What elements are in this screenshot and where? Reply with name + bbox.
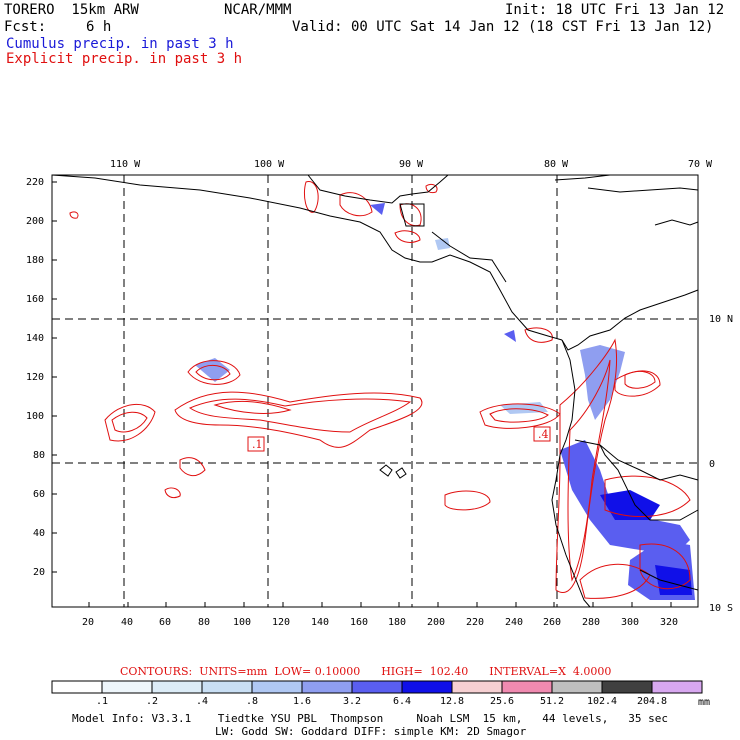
grid-x-60: 60 bbox=[159, 617, 171, 628]
explicit-precip-contours bbox=[69, 181, 691, 599]
lon-label-90w: 90 W bbox=[399, 159, 424, 170]
low-marker-1-label: .1 bbox=[252, 438, 263, 451]
lon-label-100w: 100 W bbox=[254, 159, 285, 170]
colorbar-label: 25.6 bbox=[490, 696, 514, 707]
valid-time: Valid: 00 UTC Sat 14 Jan 12 (18 CST Fri … bbox=[292, 19, 714, 35]
lon-label-70w: 70 W bbox=[688, 159, 713, 170]
low-marker-2-label: .4 bbox=[538, 428, 549, 441]
forecast-hour: 6 h bbox=[86, 19, 112, 35]
grid-y-200: 200 bbox=[26, 216, 44, 227]
forecast-label: Fcst: bbox=[4, 19, 47, 35]
cumulus-precip-legend: Cumulus precip. in past 3 h bbox=[6, 36, 234, 52]
colorbar-label: 204.8 bbox=[637, 696, 667, 707]
colorbar-label: 6.4 bbox=[393, 696, 411, 707]
colorbar-unit: mm bbox=[698, 697, 710, 708]
contours-info: CONTOURS: UNITS=mm LOW= 0.10000 HIGH= 10… bbox=[120, 665, 611, 678]
lat-label-10n: 10 N bbox=[709, 314, 733, 325]
low-marker-2: .4 bbox=[533, 426, 551, 442]
grid-x-40: 40 bbox=[121, 617, 133, 628]
grid-y-180: 180 bbox=[26, 255, 44, 266]
colorbar-swatch bbox=[201, 680, 253, 694]
grid-x-100: 100 bbox=[233, 617, 251, 628]
lon-label-110w: 110 W bbox=[110, 159, 141, 170]
coastlines bbox=[51, 174, 699, 608]
cumulus-precip-shading bbox=[195, 203, 695, 600]
colorbar-swatch bbox=[151, 680, 203, 694]
bottom-grid-labels: 20 40 60 80 100 120 140 160 180 200 220 … bbox=[82, 617, 678, 628]
colorbar-swatch bbox=[301, 680, 353, 694]
grid-y-40: 40 bbox=[33, 528, 45, 539]
colorbar-label: 3.2 bbox=[343, 696, 361, 707]
colorbar-swatch bbox=[351, 680, 403, 694]
init-time: Init: 18 UTC Fri 13 Jan 12 bbox=[505, 2, 725, 18]
colorbar-swatch bbox=[601, 680, 653, 694]
lon-label-80w: 80 W bbox=[544, 159, 569, 170]
grid-x-20: 20 bbox=[82, 617, 94, 628]
colorbar-label: 51.2 bbox=[540, 696, 564, 707]
colorbar-label: .2 bbox=[146, 696, 158, 707]
grid-x-80: 80 bbox=[198, 617, 210, 628]
grid-x-240: 240 bbox=[505, 617, 523, 628]
grid-x-200: 200 bbox=[427, 617, 445, 628]
grid-y-60: 60 bbox=[33, 489, 45, 500]
grid-x-220: 220 bbox=[466, 617, 484, 628]
grid-y-100: 100 bbox=[26, 411, 44, 422]
low-marker-1: .1 bbox=[247, 436, 265, 452]
grid-y-120: 120 bbox=[26, 372, 44, 383]
colorbar-swatch bbox=[501, 680, 553, 694]
grid-y-140: 140 bbox=[26, 333, 44, 344]
frame-ticks bbox=[52, 181, 672, 607]
colorbar-swatch bbox=[451, 680, 503, 694]
grid-y-220: 220 bbox=[26, 177, 44, 188]
grid-x-280: 280 bbox=[582, 617, 600, 628]
grid-y-20: 20 bbox=[33, 567, 45, 578]
colorbar-swatch bbox=[401, 680, 453, 694]
grid-y-160: 160 bbox=[26, 294, 44, 305]
grid-x-120: 120 bbox=[272, 617, 290, 628]
lat-label-10s: 10 S bbox=[709, 603, 733, 614]
colorbar-swatch bbox=[551, 680, 603, 694]
colorbar-label: .4 bbox=[196, 696, 208, 707]
explicit-precip-legend: Explicit precip. in past 3 h bbox=[6, 51, 243, 67]
colorbar-label: 12.8 bbox=[440, 696, 464, 707]
grid-x-260: 260 bbox=[543, 617, 561, 628]
grid-x-140: 140 bbox=[311, 617, 329, 628]
colorbar: .1 .2 .4 .8 1.6 3.2 6.4 12.8 25.6 51.2 102.4 204.8 bbox=[51, 680, 703, 707]
colorbar-swatch bbox=[101, 680, 153, 694]
colorbar-label: 102.4 bbox=[587, 696, 617, 707]
grid-x-180: 180 bbox=[388, 617, 406, 628]
colorbar-label: .8 bbox=[246, 696, 258, 707]
model-info-line1: Model Info: V3.3.1 Tiedtke YSU PBL Thomp… bbox=[72, 712, 668, 725]
colorbar-swatch bbox=[51, 680, 103, 694]
grid-x-160: 160 bbox=[350, 617, 368, 628]
grid-x-320: 320 bbox=[660, 617, 678, 628]
org-label: NCAR/MMM bbox=[224, 2, 292, 18]
model-title: TORERO 15km ARW bbox=[4, 2, 139, 18]
grid-y-80: 80 bbox=[33, 450, 45, 461]
map-frame bbox=[51, 174, 699, 608]
colorbar-label: 1.6 bbox=[293, 696, 311, 707]
model-info-line2: LW: Godd SW: Goddard DIFF: simple KM: 2D… bbox=[215, 725, 527, 738]
colorbar-swatch bbox=[651, 680, 703, 694]
lat-label-0: 0 bbox=[709, 459, 715, 470]
colorbar-label: .1 bbox=[96, 696, 108, 707]
left-grid-labels: 220 200 180 160 140 120 100 80 60 40 20 bbox=[26, 177, 45, 578]
grid-x-300: 300 bbox=[621, 617, 639, 628]
colorbar-swatch bbox=[251, 680, 303, 694]
